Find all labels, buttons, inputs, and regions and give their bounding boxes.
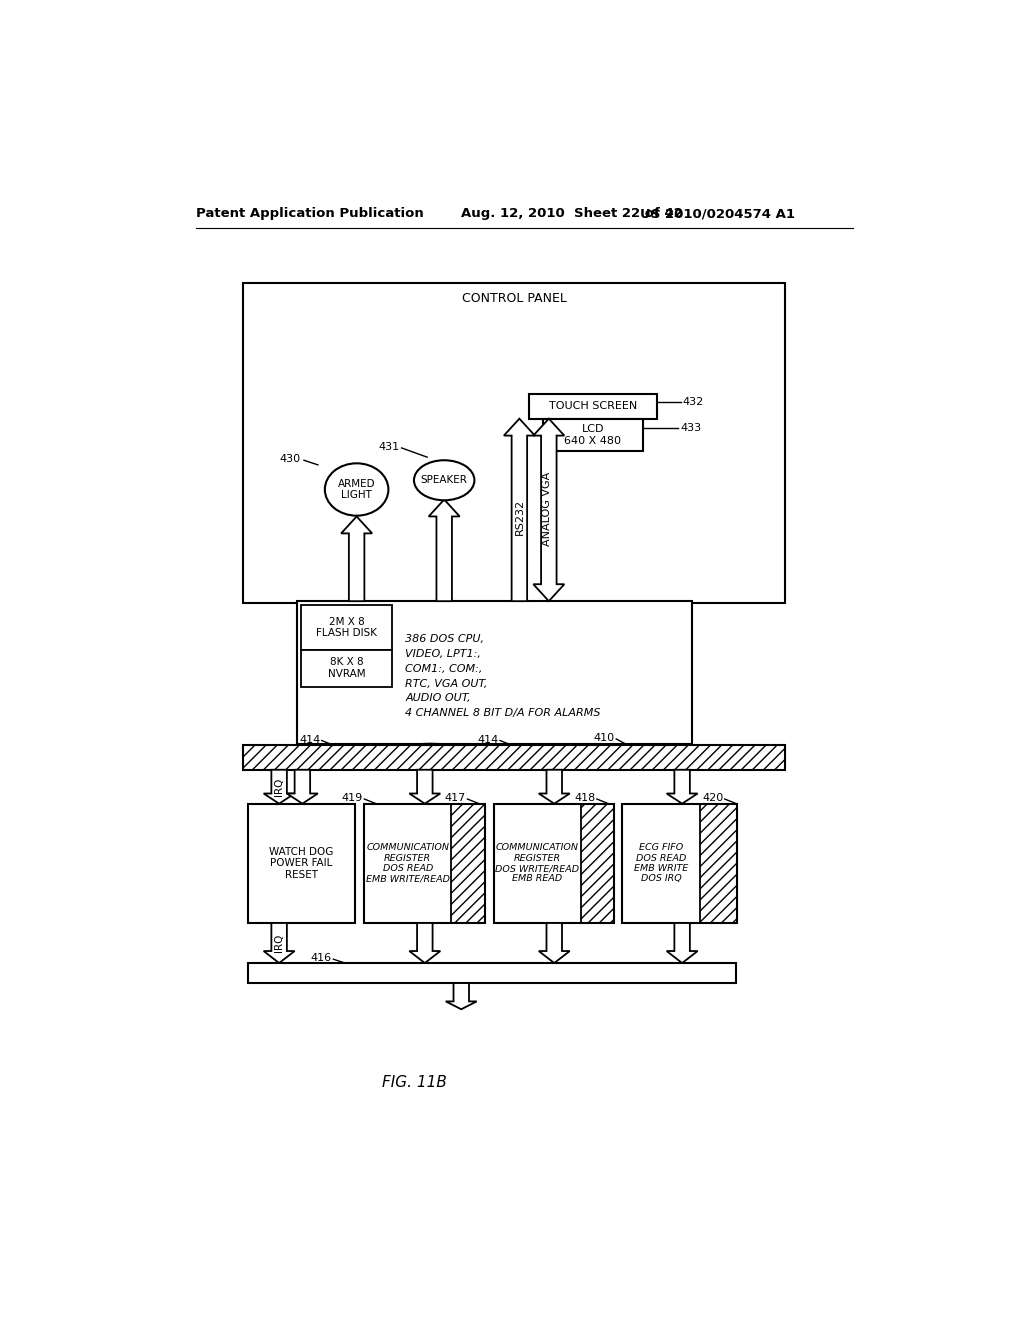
Text: 419: 419	[342, 793, 362, 804]
Bar	[301, 649, 392, 686]
Text: RS232: RS232	[514, 499, 524, 535]
Polygon shape	[667, 923, 697, 964]
Bar	[452, 804, 484, 923]
Polygon shape	[539, 923, 569, 964]
Text: WATCH DOG
POWER FAIL
RESET: WATCH DOG POWER FAIL RESET	[269, 846, 334, 880]
Bar	[623, 804, 737, 923]
Polygon shape	[534, 418, 564, 601]
Bar	[529, 395, 657, 418]
Polygon shape	[287, 770, 317, 804]
Polygon shape	[539, 770, 569, 804]
Text: 420: 420	[701, 793, 723, 804]
Polygon shape	[415, 743, 445, 744]
Text: IRQ: IRQ	[274, 777, 284, 796]
Polygon shape	[263, 923, 295, 964]
Text: 417: 417	[444, 793, 466, 804]
Text: COMMUNICATION
REGISTER
DOS READ
EMB WRITE/READ: COMMUNICATION REGISTER DOS READ EMB WRIT…	[366, 843, 450, 883]
Polygon shape	[429, 499, 460, 601]
Bar	[494, 804, 614, 923]
Text: 433: 433	[681, 422, 701, 433]
Polygon shape	[263, 770, 295, 804]
Bar	[543, 418, 643, 451]
Bar	[365, 804, 484, 923]
Text: SPEAKER: SPEAKER	[421, 475, 468, 486]
Text: 430: 430	[280, 454, 301, 465]
Bar	[248, 964, 736, 983]
Text: 416: 416	[310, 953, 332, 964]
Text: Aug. 12, 2010  Sheet 22 of 42: Aug. 12, 2010 Sheet 22 of 42	[461, 207, 683, 220]
Text: Patent Application Publication: Patent Application Publication	[197, 207, 424, 220]
Text: LCD
640 X 480: LCD 640 X 480	[564, 424, 622, 446]
Polygon shape	[445, 983, 477, 1010]
Text: FIG. 11B: FIG. 11B	[382, 1074, 447, 1090]
Bar	[243, 744, 785, 770]
Text: ARMED
LIGHT: ARMED LIGHT	[338, 479, 376, 500]
Text: 2M X 8
FLASH DISK: 2M X 8 FLASH DISK	[316, 616, 377, 638]
Polygon shape	[410, 770, 440, 804]
Bar	[243, 284, 785, 603]
Bar	[700, 804, 737, 923]
Text: 431: 431	[378, 442, 399, 453]
Text: CONTROL PANEL: CONTROL PANEL	[462, 292, 566, 305]
Text: IRQ: IRQ	[274, 933, 284, 952]
Ellipse shape	[325, 463, 388, 516]
Text: COMMUNICATION
REGISTER
DOS WRITE/READ
EMB READ: COMMUNICATION REGISTER DOS WRITE/READ EM…	[496, 843, 580, 883]
Polygon shape	[410, 923, 440, 964]
Text: 432: 432	[683, 397, 705, 407]
Polygon shape	[667, 770, 697, 804]
Text: TOUCH SCREEN: TOUCH SCREEN	[549, 401, 638, 412]
Polygon shape	[504, 418, 535, 601]
Text: 414: 414	[477, 735, 499, 744]
Ellipse shape	[414, 461, 474, 500]
Text: 410: 410	[594, 733, 614, 743]
Bar	[248, 804, 355, 923]
Text: ANALOG VGA: ANALOG VGA	[542, 471, 552, 546]
Text: 414: 414	[299, 735, 321, 744]
Text: ECG FIFO
DOS READ
EMB WRITE
DOS IRQ: ECG FIFO DOS READ EMB WRITE DOS IRQ	[634, 843, 688, 883]
Text: US 2010/0204574 A1: US 2010/0204574 A1	[640, 207, 795, 220]
Polygon shape	[341, 516, 372, 601]
Text: 8K X 8
NVRAM: 8K X 8 NVRAM	[328, 657, 366, 678]
Bar	[297, 601, 692, 743]
Text: 386 DOS CPU,
VIDEO, LPT1:,
COM1:, COM:,
RTC, VGA OUT,
AUDIO OUT,
4 CHANNEL 8 BIT: 386 DOS CPU, VIDEO, LPT1:, COM1:, COM:, …	[406, 634, 601, 718]
Bar	[581, 804, 614, 923]
Bar	[301, 605, 392, 649]
Text: 418: 418	[574, 793, 595, 804]
